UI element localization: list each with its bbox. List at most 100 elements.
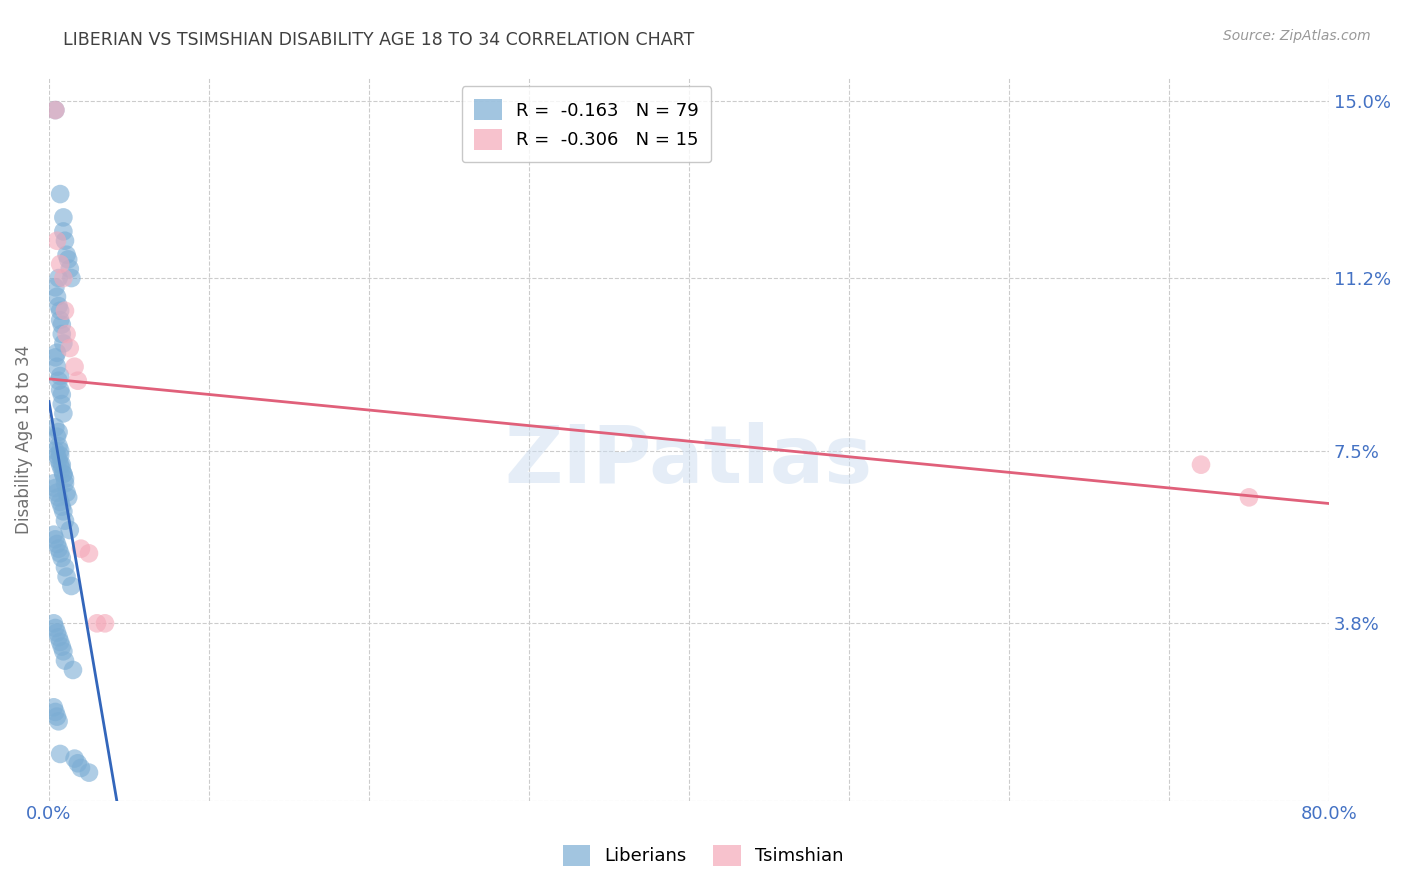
Point [51,326,73,341]
Point [49,495,72,509]
Point [53,514,76,528]
Point [44,705,66,719]
Point [52,504,75,518]
Point [51,551,73,566]
Point [51,397,73,411]
Point [55,248,77,262]
Point [49,443,72,458]
Point [44,280,66,294]
Point [52,406,75,420]
Point [46,537,69,551]
Point [46,430,69,444]
Point [49,369,72,384]
Point [49,303,72,318]
Point [49,747,72,761]
Point [48,714,70,729]
Point [55,569,77,583]
Point [48,374,70,388]
Point [77,546,100,560]
Point [52,336,75,351]
Point [46,290,69,304]
Point [56,252,79,267]
Point [60,579,83,593]
Point [1189,458,1212,472]
Point [44,443,66,458]
Point [49,448,72,462]
Point [53,560,76,574]
Point [42,700,65,714]
Point [48,271,70,285]
Point [70,761,93,775]
Point [52,271,75,285]
Point [63,359,86,374]
Point [94,616,117,631]
Point [60,271,83,285]
Point [49,546,72,560]
Point [44,351,66,365]
Point [48,299,70,313]
Point [44,533,66,547]
Point [62,663,84,677]
Point [51,462,73,476]
Point [51,318,73,332]
Legend: Liberians, Tsimshian: Liberians, Tsimshian [550,832,856,879]
Point [49,313,72,327]
Point [44,621,66,635]
Point [42,527,65,541]
Point [48,439,70,453]
Point [48,453,70,467]
Point [59,523,82,537]
Point [52,224,75,238]
Point [53,476,76,491]
Point [66,374,89,388]
Y-axis label: Disability Age 18 to 34: Disability Age 18 to 34 [15,344,32,533]
Point [52,211,75,225]
Point [53,654,76,668]
Point [49,635,72,649]
Point [44,103,66,117]
Point [44,103,66,117]
Point [46,625,69,640]
Point [86,616,108,631]
Point [55,326,77,341]
Point [44,481,66,495]
Text: ZIPatlas: ZIPatlas [505,422,873,500]
Legend: R =  -0.163   N = 79, R =  -0.306   N = 15: R = -0.163 N = 79, R = -0.306 N = 15 [461,87,711,162]
Point [52,644,75,658]
Text: LIBERIAN VS TSIMSHIAN DISABILITY AGE 18 TO 34 CORRELATION CHART: LIBERIAN VS TSIMSHIAN DISABILITY AGE 18 … [63,31,695,49]
Point [51,640,73,654]
Point [59,341,82,355]
Point [53,472,76,486]
Point [46,345,69,359]
Point [46,234,69,248]
Point [51,387,73,401]
Point [46,485,69,500]
Point [46,709,69,723]
Point [1237,491,1260,505]
Point [49,383,72,397]
Point [66,756,89,771]
Point [52,467,75,481]
Point [49,187,72,202]
Point [53,234,76,248]
Point [59,261,82,276]
Point [56,491,79,505]
Point [49,257,72,271]
Text: Source: ZipAtlas.com: Source: ZipAtlas.com [1223,29,1371,43]
Point [52,467,75,481]
Point [46,448,69,462]
Point [51,500,73,514]
Point [48,541,70,556]
Point [48,630,70,644]
Point [44,420,66,434]
Point [70,541,93,556]
Point [42,616,65,631]
Point [48,425,70,439]
Point [42,476,65,491]
Point [63,751,86,765]
Point [53,303,76,318]
Point [77,765,100,780]
Point [51,458,73,472]
Point [46,359,69,374]
Point [49,458,72,472]
